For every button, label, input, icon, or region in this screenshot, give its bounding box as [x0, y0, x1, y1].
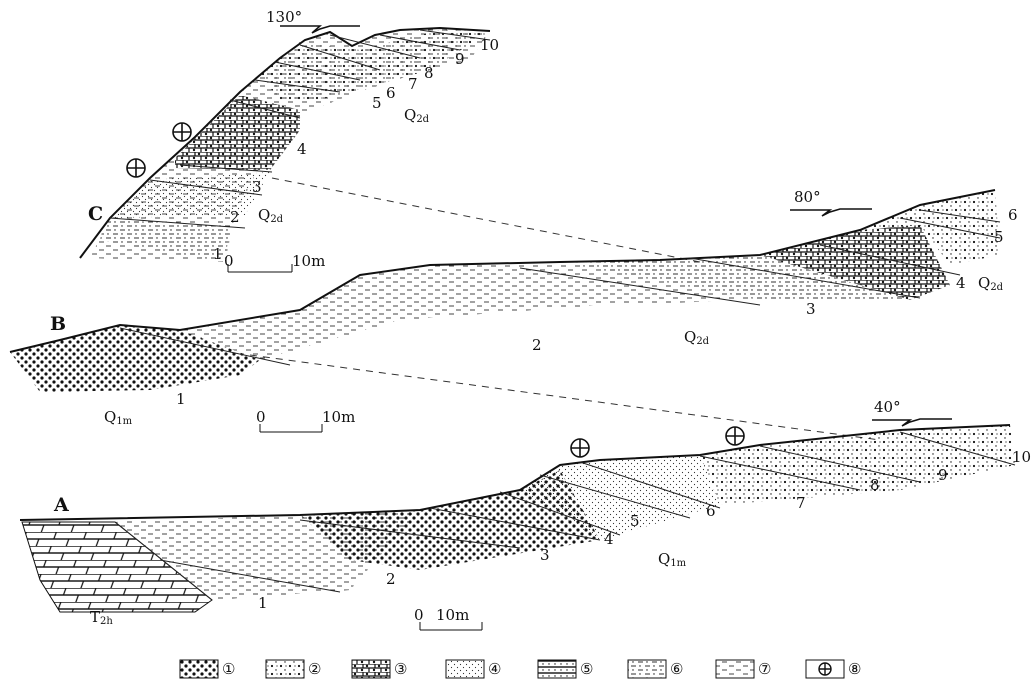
cross-sections: C 130° 1 2 3 4 5 6 7 8 9 10 Q2d Q2d 0 10… [0, 0, 1034, 686]
legend-swatch [352, 660, 390, 678]
legend-label: ① [222, 660, 235, 678]
legend-label: ⑦ [758, 660, 771, 678]
legend-label: ⑧ [848, 660, 861, 678]
bed-number: 6 [706, 502, 716, 520]
strike-arrow [790, 209, 872, 216]
section-label: C [88, 203, 103, 225]
formation: Q2d [684, 328, 710, 347]
strike-arrow [280, 26, 360, 33]
bed-number: 3 [540, 546, 550, 564]
legend-swatch [628, 660, 666, 678]
bed-number: 6 [386, 84, 396, 102]
scale-length: 10m [292, 252, 325, 270]
bed-number: 4 [297, 140, 307, 158]
correlation-line [272, 178, 700, 262]
legend: ① ② ③ ④ ⑤ ⑥ ⑦ ⑧ [180, 660, 861, 678]
bed-number: 3 [252, 178, 262, 196]
formation: Q1m [104, 408, 133, 427]
formation: Q2d [258, 206, 284, 225]
correlation-line [250, 355, 880, 440]
bed-number: 4 [604, 530, 614, 548]
bearing: 80° [794, 188, 821, 206]
bed-number: 1 [258, 594, 268, 612]
legend-swatch [180, 660, 218, 678]
bed-number: 2 [386, 570, 396, 588]
formation: Q1m [658, 550, 687, 569]
section-label: B [50, 313, 66, 335]
legend-label: ⑥ [670, 660, 683, 678]
formation: Q2d [404, 106, 430, 125]
bedding-fill [175, 95, 300, 170]
bed-number: 10 [1012, 448, 1031, 466]
legend-swatch [446, 660, 484, 678]
formation: Q2d [978, 274, 1004, 293]
section-label: A [53, 494, 69, 516]
scale-length: 10m [436, 606, 469, 624]
legend-label: ⑤ [580, 660, 593, 678]
bed-number: 8 [870, 476, 880, 494]
legend-swatch [716, 660, 754, 678]
bed-number: 10 [480, 36, 499, 54]
section-c: C 130° 1 2 3 4 5 6 7 8 9 10 Q2d Q2d 0 10… [80, 8, 499, 272]
bed-number: 2 [230, 208, 240, 226]
bed-number: 1 [213, 245, 223, 263]
legend-label: ② [308, 660, 321, 678]
bed-number: 8 [424, 64, 434, 82]
bed-number: 7 [408, 75, 418, 93]
bed-number: 4 [956, 274, 966, 292]
strike-arrow [872, 419, 952, 426]
scale-zero: 0 [256, 408, 266, 426]
scale-bar [228, 264, 292, 272]
bed-number: 1 [176, 390, 186, 408]
bed-number: 9 [455, 50, 465, 68]
bed-number: 3 [806, 300, 816, 318]
bearing: 130° [266, 8, 302, 26]
bed-number: 2 [532, 336, 542, 354]
bed-number: 5 [630, 512, 640, 530]
bed-number: 7 [796, 494, 806, 512]
bed-number: 5 [372, 94, 382, 112]
scale-length: 10m [322, 408, 355, 426]
scale-bar [260, 424, 322, 432]
legend-swatch [266, 660, 304, 678]
bed-number: 9 [938, 466, 948, 484]
legend-label: ③ [394, 660, 407, 678]
legend-swatch [538, 660, 576, 678]
scale-zero: 0 [224, 252, 234, 270]
bedding-fill [700, 425, 1015, 505]
bed-number: 5 [994, 228, 1004, 246]
bearing: 40° [874, 398, 901, 416]
legend-label: ④ [488, 660, 501, 678]
scale-zero: 0 [414, 606, 424, 624]
section-a: A 40° 1 2 3 4 5 6 7 8 9 10 Q1m T2h 0 10m [20, 398, 1031, 630]
bed-number: 6 [1008, 206, 1018, 224]
